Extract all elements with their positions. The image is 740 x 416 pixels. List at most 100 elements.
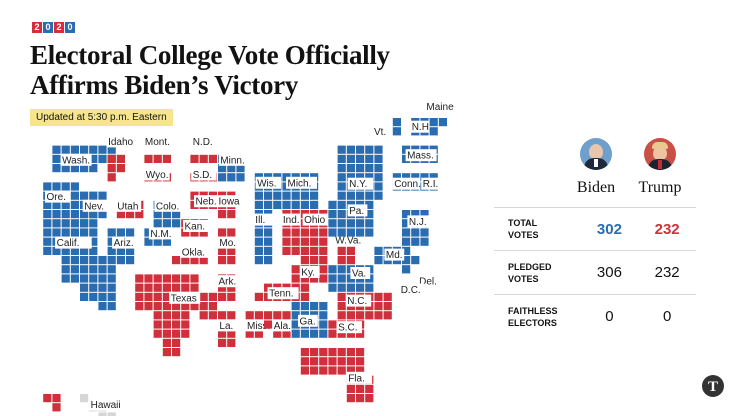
electoral-vote-tile — [172, 283, 181, 292]
electoral-vote-tile — [43, 228, 52, 237]
electoral-vote-tile — [70, 228, 79, 237]
electoral-vote-tile — [107, 154, 116, 163]
state-label-box — [345, 294, 372, 307]
electoral-vote-tile — [107, 274, 116, 283]
state-label: N.J. — [409, 217, 427, 228]
electoral-vote-tile — [282, 246, 291, 255]
state-label-box — [333, 233, 365, 246]
candidate-name: Trump — [638, 179, 682, 196]
electoral-vote-tile — [135, 292, 144, 301]
electoral-vote-tile — [162, 302, 171, 311]
electoral-vote-tile — [319, 256, 328, 265]
electoral-vote-tile — [70, 200, 79, 209]
electoral-vote-tile — [420, 237, 429, 246]
electoral-vote-tile — [162, 154, 171, 163]
electoral-vote-tile — [172, 320, 181, 329]
electoral-vote-tile — [374, 246, 383, 255]
electoral-vote-tile — [319, 228, 328, 237]
electoral-vote-tile — [98, 145, 107, 154]
electoral-vote-tile — [264, 237, 273, 246]
electoral-vote-tile — [80, 292, 89, 301]
electoral-vote-tile — [116, 246, 125, 255]
state-label: Maine — [426, 102, 454, 113]
electoral-vote-tile — [162, 283, 171, 292]
state-label: Kan. — [185, 222, 206, 233]
electoral-vote-tile — [126, 210, 135, 219]
electoral-vote-tile — [126, 256, 135, 265]
electoral-vote-tile — [80, 283, 89, 292]
electoral-vote-tile — [227, 311, 236, 320]
electoral-vote-tile — [291, 311, 300, 320]
electoral-vote-tile — [61, 164, 70, 173]
electoral-vote-tile — [328, 200, 337, 209]
state-ala: Ala. — [264, 311, 298, 338]
electoral-vote-tile — [402, 237, 411, 246]
electoral-vote-tile — [199, 311, 208, 320]
electoral-vote-tile — [43, 182, 52, 191]
electoral-vote-tile — [420, 173, 429, 182]
electoral-vote-tile — [172, 219, 181, 228]
state-label-box — [115, 199, 142, 212]
electoral-vote-tile — [365, 200, 374, 209]
electoral-vote-tile — [89, 228, 98, 237]
electoral-vote-tile — [383, 311, 392, 320]
electoral-vote-tile — [80, 246, 89, 255]
electoral-vote-tile — [208, 154, 217, 163]
electoral-vote-tile — [254, 228, 263, 237]
electoral-vote-tile — [300, 366, 309, 375]
state-md: Md. — [374, 246, 411, 265]
electoral-vote-tile — [153, 154, 162, 163]
electoral-vote-tile — [291, 274, 300, 283]
electoral-vote-tile — [254, 311, 263, 320]
electoral-vote-tile — [337, 191, 346, 200]
electoral-vote-tile — [310, 274, 319, 283]
state-hawaii: Hawaii — [80, 394, 126, 416]
electoral-vote-tile — [227, 246, 236, 255]
electoral-vote-tile — [319, 265, 328, 274]
state-va: Va. — [328, 265, 374, 292]
electoral-vote-tile — [162, 338, 171, 347]
electoral-vote-tile — [319, 357, 328, 366]
electoral-vote-tile — [80, 191, 89, 200]
electoral-vote-tile — [135, 302, 144, 311]
electoral-vote-tile — [107, 412, 116, 416]
electoral-vote-tile — [144, 228, 153, 237]
electoral-vote-tile — [162, 292, 171, 301]
electoral-vote-tile — [346, 191, 355, 200]
electoral-vote-tile — [43, 394, 52, 403]
electoral-vote-tile — [107, 256, 116, 265]
electoral-vote-tile — [291, 302, 300, 311]
electoral-vote-tile — [392, 118, 401, 127]
electoral-vote-tile — [61, 145, 70, 154]
state-ore: Ore. — [43, 182, 79, 209]
electoral-vote-tile — [356, 154, 365, 163]
electoral-cartogram-map: Wash. Ore. Calif. Idaho Nev. Mont. Wyo. Utah Col… — [43, 100, 456, 416]
state-label-box — [424, 100, 456, 113]
electoral-vote-tile — [310, 366, 319, 375]
electoral-vote-tile — [273, 329, 282, 338]
electoral-vote-tile — [356, 348, 365, 357]
state-label-box — [410, 120, 436, 133]
electoral-vote-tile — [107, 164, 116, 173]
electoral-vote-tile — [43, 246, 52, 255]
electoral-vote-tile — [356, 228, 365, 237]
electoral-vote-tile — [98, 292, 107, 301]
electoral-vote-tile — [356, 357, 365, 366]
electoral-vote-tile — [162, 237, 171, 246]
electoral-vote-tile — [52, 145, 61, 154]
electoral-vote-tile — [227, 228, 236, 237]
electoral-vote-tile — [365, 154, 374, 163]
state-label: N.D. — [193, 137, 213, 148]
state-ariz: Ariz. — [107, 228, 144, 265]
state-label: Fla. — [348, 373, 365, 384]
electoral-vote-tile — [337, 200, 346, 209]
electoral-vote-tile — [337, 329, 346, 338]
row-label: PLEDGED VOTES — [508, 261, 552, 284]
electoral-vote-tile — [402, 228, 411, 237]
state-label-box — [346, 371, 373, 384]
trump-pledged-votes: 232 — [654, 264, 680, 281]
state-idaho: Idaho — [106, 135, 138, 182]
electoral-vote-tile — [89, 256, 98, 265]
state-nev: Nev. — [80, 191, 109, 228]
electoral-vote-tile — [402, 173, 411, 182]
